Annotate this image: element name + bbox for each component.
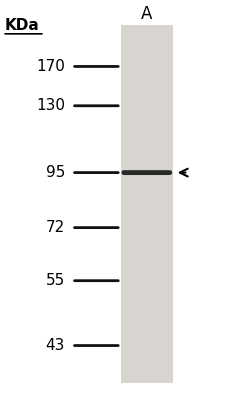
Text: A: A [141, 5, 152, 23]
FancyBboxPatch shape [120, 25, 172, 383]
Text: KDa: KDa [5, 18, 40, 33]
Text: 43: 43 [45, 338, 65, 353]
Text: 170: 170 [36, 59, 65, 74]
Text: 130: 130 [36, 98, 65, 113]
Text: 95: 95 [45, 165, 65, 180]
Text: 55: 55 [46, 273, 65, 288]
Text: 72: 72 [46, 220, 65, 235]
